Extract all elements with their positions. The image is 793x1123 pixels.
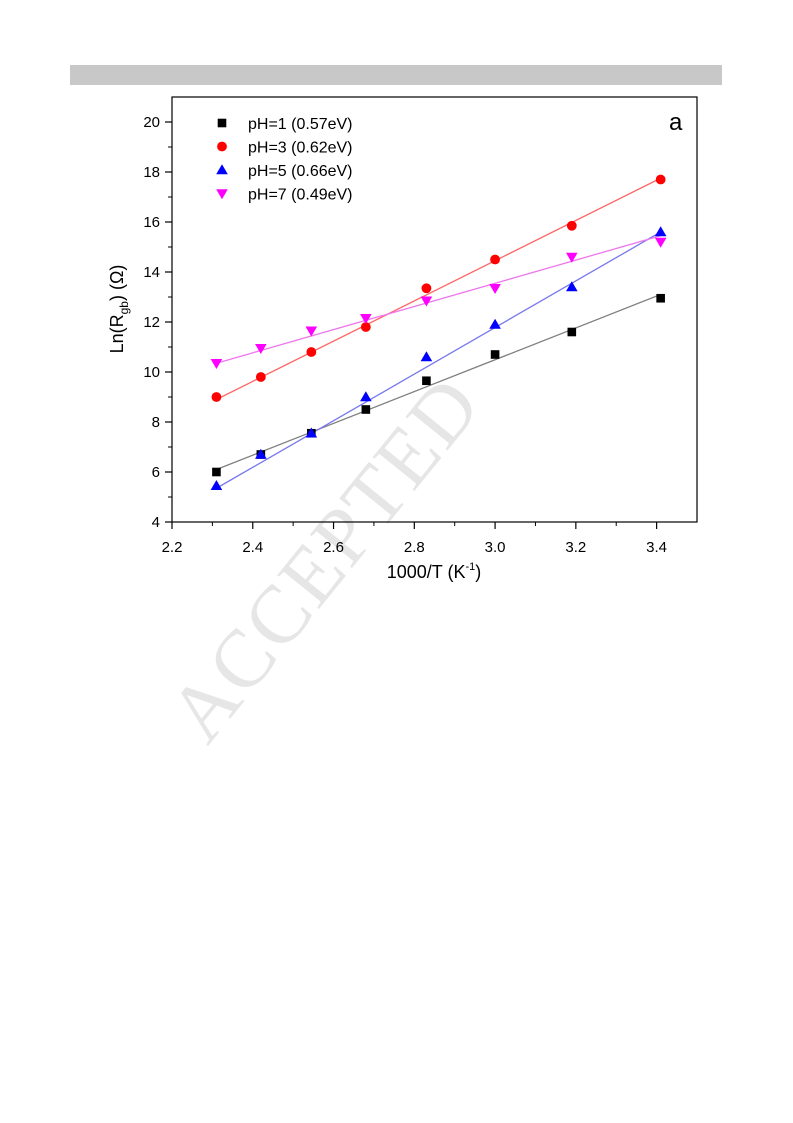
fit-line [216,293,661,471]
data-point [567,327,577,337]
x-axis-label: 1000/T (K-1) [387,561,482,582]
legend-label: pH=3 (0.62eV) [248,140,353,157]
panel-label: a [669,109,683,136]
data-point [421,283,432,294]
data-point [489,318,501,329]
data-point [422,376,431,386]
x-axis: 2.2 2.4 2.6 2.8 3.0 3.2 3.4 [162,522,667,556]
plot-frame [171,96,698,523]
y-axis: 4 6 8 10 12 14 16 18 20 [143,114,172,531]
data-point [656,293,665,303]
data-point [489,283,501,295]
y-tick-label: 20 [143,114,160,131]
data-point [566,252,578,263]
y-tick-label: 16 [143,214,160,231]
legend-label: pH=7 (0.49eV) [248,187,353,204]
data-point [420,296,433,307]
data-point [566,220,577,231]
data-point [211,392,222,402]
legend: pH=1 (0.57eV) pH=3 (0.62eV) pH=5 (0.66eV) p… [216,116,353,204]
x-tick-label: 2.4 [242,539,263,556]
y-tick-label: 4 [152,514,160,531]
data-point [360,322,371,332]
data-point [255,372,266,382]
x-tick-label: 3.4 [646,539,667,556]
y-tick-label: 12 [143,314,160,331]
y-tick-label: 18 [143,164,160,181]
header-bar [70,65,722,85]
x-tick-label: 2.6 [323,539,344,556]
fit-line [216,177,661,401]
legend-label: pH=5 (0.66eV) [248,163,353,180]
data-point [306,347,317,357]
data-markers [210,174,667,491]
data-point [490,350,500,359]
data-point [490,254,500,265]
data-point [655,174,666,185]
data-point [210,479,223,491]
x-tick-label: 2.2 [162,539,183,556]
legend-label: pH=1 (0.57eV) [248,116,353,133]
data-point [361,405,371,414]
legend-marker [217,118,227,128]
fit-line [216,231,661,489]
y-tick-label: 14 [143,264,160,281]
x-tick-label: 2.8 [404,539,425,556]
data-point [305,326,318,337]
data-point [255,448,267,459]
fit-line [216,235,661,364]
data-point [654,237,667,248]
y-axis-label: Ln(Rgb) (Ω) [107,265,131,354]
legend-marker [217,141,227,152]
data-point [210,358,223,370]
legend-marker [216,189,228,200]
data-point [420,351,433,362]
data-point [305,427,318,438]
x-tick-label: 3.2 [565,539,586,556]
data-point [360,391,372,402]
data-point [255,343,267,355]
data-point [212,467,221,477]
data-point [360,313,372,325]
y-tick-label: 10 [143,364,160,381]
y-tick-label: 8 [152,414,160,431]
fit-lines [216,177,661,489]
x-tick-label: 3.0 [485,539,506,556]
legend-marker [216,164,228,175]
y-tick-label: 6 [152,464,160,481]
data-point [654,226,667,237]
data-point [566,281,578,292]
